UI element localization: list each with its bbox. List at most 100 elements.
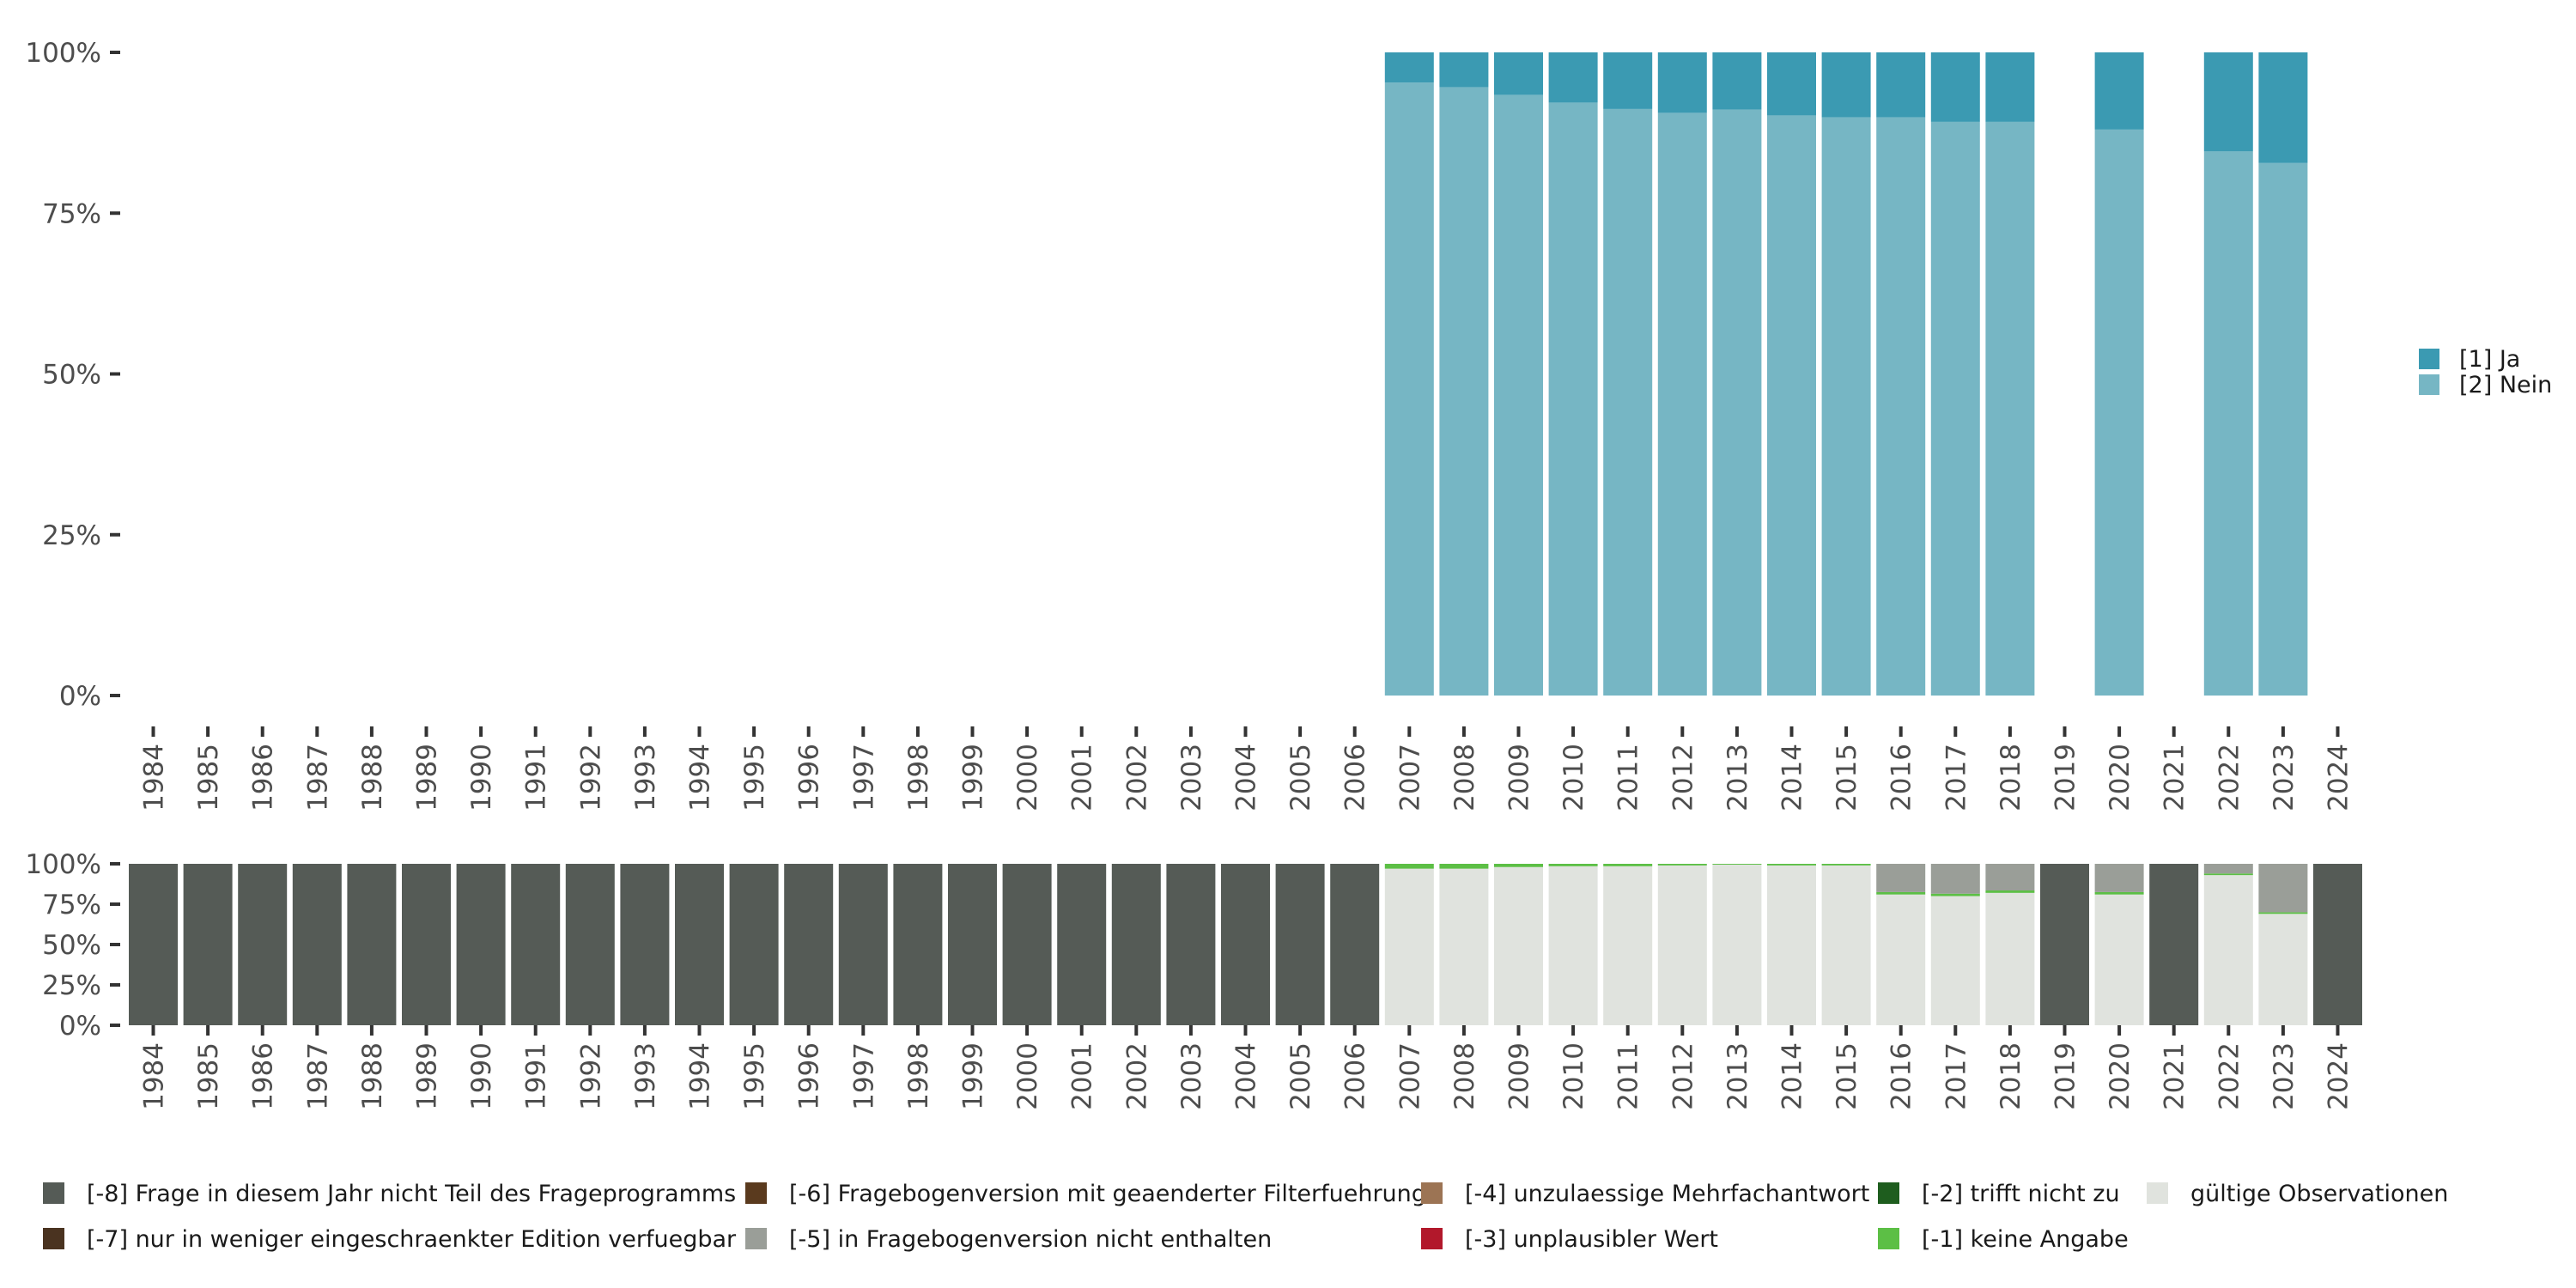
bar-segment — [1275, 864, 1325, 1025]
x-tick-label: 1999 — [958, 744, 989, 811]
x-tick-label: 2016 — [1886, 744, 1917, 811]
bar-segment — [2203, 873, 2253, 876]
x-tick-label: 2019 — [2050, 744, 2081, 811]
bar-segment — [893, 864, 943, 1025]
x-tick-label: 2024 — [2324, 744, 2354, 811]
bar-segment — [1930, 864, 1980, 894]
y-tick-label: 100% — [25, 849, 101, 880]
bar-segment — [1111, 864, 1161, 1025]
x-tick-label: 2002 — [1121, 744, 1152, 811]
bar-segment — [1439, 868, 1489, 1025]
legend-swatch — [1421, 1228, 1443, 1249]
legend-swatch — [2419, 349, 2439, 369]
bar-segment — [183, 864, 233, 1025]
bar-segment — [2258, 864, 2308, 913]
bar-segment — [675, 864, 724, 1025]
x-tick-label: 2014 — [1777, 744, 1808, 811]
legend-label: [-1] keine Angabe — [1922, 1226, 2129, 1253]
bar-segment — [729, 864, 779, 1025]
x-tick-label: 1999 — [958, 1042, 989, 1110]
x-tick-label: 2019 — [2050, 1042, 2081, 1110]
bar-segment — [1712, 109, 1762, 696]
bar-segment — [1821, 52, 1871, 118]
x-tick-label: 1997 — [848, 1042, 879, 1110]
bar-segment — [2258, 162, 2308, 696]
bar-segment — [1821, 865, 1871, 1025]
legend-label: [1] Ja — [2459, 346, 2520, 373]
x-tick-label: 2001 — [1067, 1042, 1098, 1110]
bottom-chart: 0% 25% 50% 75% 100% 1984 1985 1986 1987 1988 1989 1… — [25, 849, 2362, 1110]
bar-segment — [1657, 865, 1707, 1025]
bar-segment — [511, 864, 561, 1025]
x-tick-label: 2004 — [1231, 744, 1262, 811]
bar-segment — [2313, 864, 2362, 1025]
x-tick-label: 1988 — [357, 1042, 388, 1110]
x-tick-label: 1986 — [248, 1042, 279, 1110]
bar-segment — [456, 864, 506, 1025]
bar-segment — [1439, 864, 1489, 869]
bar-segment — [1876, 891, 1926, 895]
bar-segment — [2094, 894, 2144, 1025]
x-tick-label: 2021 — [2160, 1042, 2190, 1110]
x-tick-label: 1998 — [903, 1042, 934, 1110]
x-tick-label: 1991 — [521, 744, 552, 811]
bar-segment — [1548, 102, 1598, 696]
x-tick-label: 1987 — [302, 1042, 333, 1110]
bar-segment — [1330, 864, 1380, 1025]
bar-segment — [1384, 868, 1434, 1025]
bar-segment — [1494, 52, 1543, 95]
legend-label: [-5] in Fragebogenversion nicht enthalte… — [789, 1226, 1272, 1253]
top-legend: [1] Ja[2] Nein — [2419, 346, 2552, 398]
legend-swatch — [2419, 374, 2439, 395]
top-chart: 0% 25% 50% 75% 100% 1984 1985 1986 1987 1988 1989 1… — [25, 38, 2354, 811]
bar-segment — [1821, 864, 1871, 866]
x-tick-label: 2000 — [1012, 744, 1043, 811]
x-tick-label: 2007 — [1394, 1042, 1425, 1110]
bar-segment — [1002, 864, 1052, 1025]
x-tick-label: 2010 — [1558, 744, 1589, 811]
bar-segment — [1985, 52, 2035, 122]
x-tick-label: 2022 — [2214, 1042, 2245, 1110]
bar-segment — [238, 864, 288, 1025]
y-tick-label: 100% — [25, 38, 101, 69]
x-tick-label: 2013 — [1722, 1042, 1753, 1110]
bar-segment — [1712, 864, 1762, 1025]
x-tick-label: 2022 — [2214, 744, 2245, 811]
bar-segment — [1057, 864, 1107, 1025]
bar-segment — [1985, 892, 2035, 1025]
x-tick-label: 2009 — [1504, 1042, 1535, 1110]
bar-segment — [1767, 865, 1816, 1025]
x-tick-label: 1996 — [794, 744, 825, 811]
bar-segment — [1439, 87, 1489, 696]
x-tick-label: 2007 — [1394, 744, 1425, 811]
bar-segment — [1767, 864, 1816, 866]
bar-segment — [948, 864, 997, 1025]
bottom-legend: [-8] Frage in diesem Jahr nicht Teil des… — [43, 1181, 2448, 1253]
x-tick-label: 2021 — [2160, 744, 2190, 811]
x-tick-label: 1992 — [575, 744, 606, 811]
bar-segment — [1876, 894, 1926, 1025]
bar-segment — [1930, 896, 1980, 1025]
legend-swatch — [1878, 1182, 1899, 1204]
bar-segment — [1930, 52, 1980, 122]
bar-segment — [402, 864, 451, 1025]
legend-label: [-2] trifft nicht zu — [1922, 1181, 2120, 1207]
bar-segment — [1221, 864, 1270, 1025]
legend-swatch — [745, 1228, 767, 1249]
x-tick-label: 1994 — [685, 1042, 716, 1110]
bar-segment — [1657, 864, 1707, 866]
x-tick-label: 2015 — [1832, 744, 1862, 811]
y-tick-label: 50% — [42, 930, 101, 961]
x-tick-label: 2003 — [1176, 744, 1207, 811]
x-tick-label: 1993 — [630, 1042, 661, 1110]
legend-swatch — [2147, 1182, 2168, 1204]
x-tick-label: 2016 — [1886, 1042, 1917, 1110]
x-tick-label: 2018 — [1996, 744, 2026, 811]
x-tick-label: 2023 — [2269, 1042, 2300, 1110]
legend-swatch — [1421, 1182, 1443, 1204]
y-tick-label: 50% — [42, 360, 101, 391]
bar-segment — [1603, 866, 1653, 1025]
x-tick-label: 1993 — [630, 744, 661, 811]
bar-segment — [1548, 866, 1598, 1025]
bar-segment — [1767, 115, 1816, 696]
